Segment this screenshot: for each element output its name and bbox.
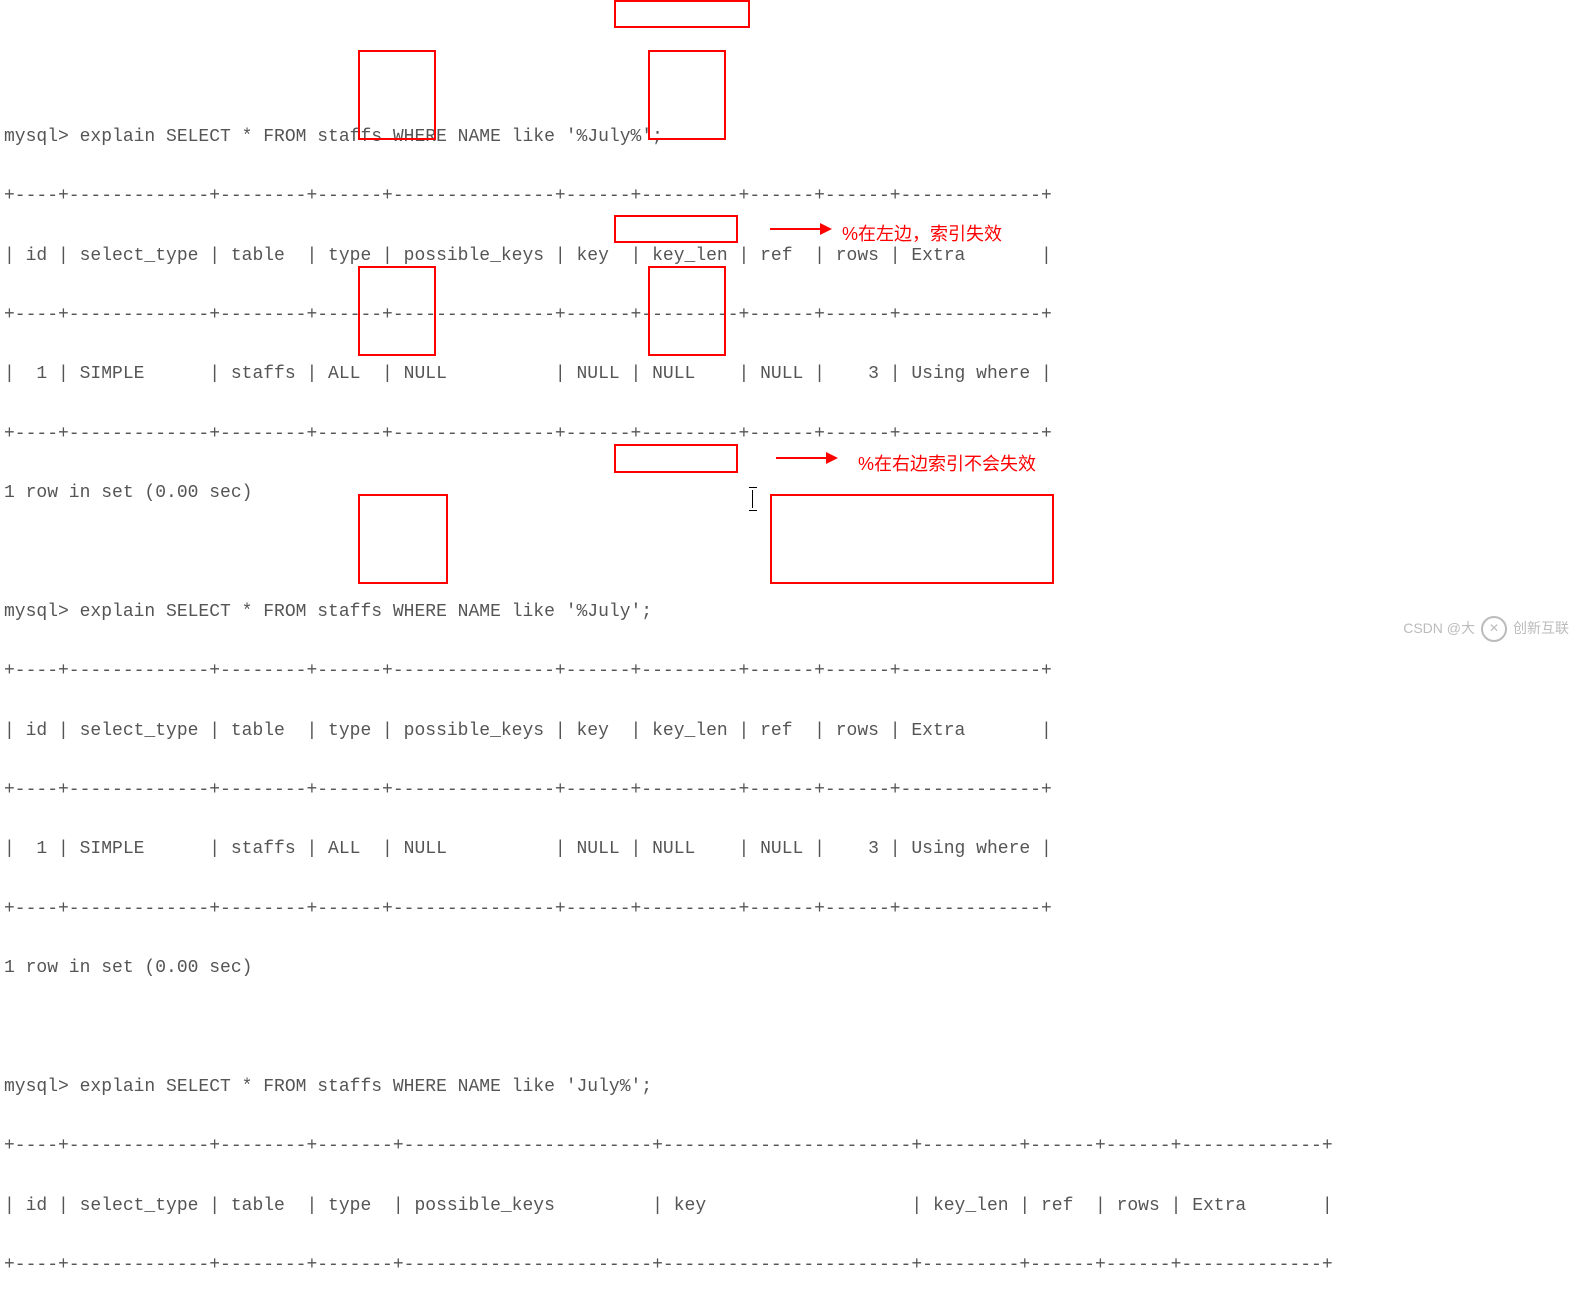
watermark: CSDN @大 ✕ 创新互联 — [1403, 616, 1569, 642]
highlight-box-1 — [358, 50, 436, 140]
q1-sep2: +----+-------------+--------+------+----… — [4, 305, 1052, 325]
q1-sep1: +----+-------------+--------+------+----… — [4, 186, 1052, 206]
q2-sep2: +----+-------------+--------+------+----… — [4, 780, 1052, 800]
text-cursor-icon — [752, 490, 753, 508]
arrow-icon-0 — [770, 223, 832, 235]
highlight-box-6 — [614, 444, 738, 473]
highlight-box-5 — [648, 266, 726, 356]
q2-sep1: +----+-------------+--------+------+----… — [4, 661, 1052, 681]
highlight-box-3 — [614, 215, 738, 243]
watermark-cx: 创新互联 — [1513, 617, 1569, 640]
arrow-icon-1 — [776, 452, 838, 464]
q3-hdr: | id | select_type | table | type | poss… — [4, 1196, 1333, 1216]
q1-foot: 1 row in set (0.00 sec) — [4, 483, 252, 503]
highlight-box-4 — [358, 266, 436, 356]
q2-row: | 1 | SIMPLE | staffs | ALL | NULL | NUL… — [4, 839, 1052, 859]
watermark-logo-icon: ✕ — [1481, 616, 1507, 642]
q2-hdr: | id | select_type | table | type | poss… — [4, 721, 1052, 741]
q2-foot: 1 row in set (0.00 sec) — [4, 958, 252, 978]
q1-row: | 1 | SIMPLE | staffs | ALL | NULL | NUL… — [4, 364, 1052, 384]
annotation-note-1: %在右边索引不会失效 — [858, 450, 1036, 480]
highlight-box-8 — [770, 494, 1054, 584]
watermark-csdn: CSDN @大 — [1403, 617, 1475, 640]
q3-prompt: mysql> explain SELECT * FROM staffs WHER… — [4, 1077, 652, 1097]
q2-prompt: mysql> explain SELECT * FROM staffs WHER… — [4, 602, 652, 622]
q3-sep2: +----+-------------+--------+-------+---… — [4, 1255, 1333, 1275]
highlight-box-2 — [648, 50, 726, 140]
highlight-box-0 — [614, 0, 750, 28]
annotation-note-0: %在左边，索引失效 — [842, 220, 1002, 250]
highlight-box-7 — [358, 494, 448, 584]
q3-sep1: +----+-------------+--------+-------+---… — [4, 1136, 1333, 1156]
q1-prompt: mysql> explain SELECT * FROM staffs WHER… — [4, 127, 663, 147]
q1-sep3: +----+-------------+--------+------+----… — [4, 424, 1052, 444]
q2-sep3: +----+-------------+--------+------+----… — [4, 899, 1052, 919]
